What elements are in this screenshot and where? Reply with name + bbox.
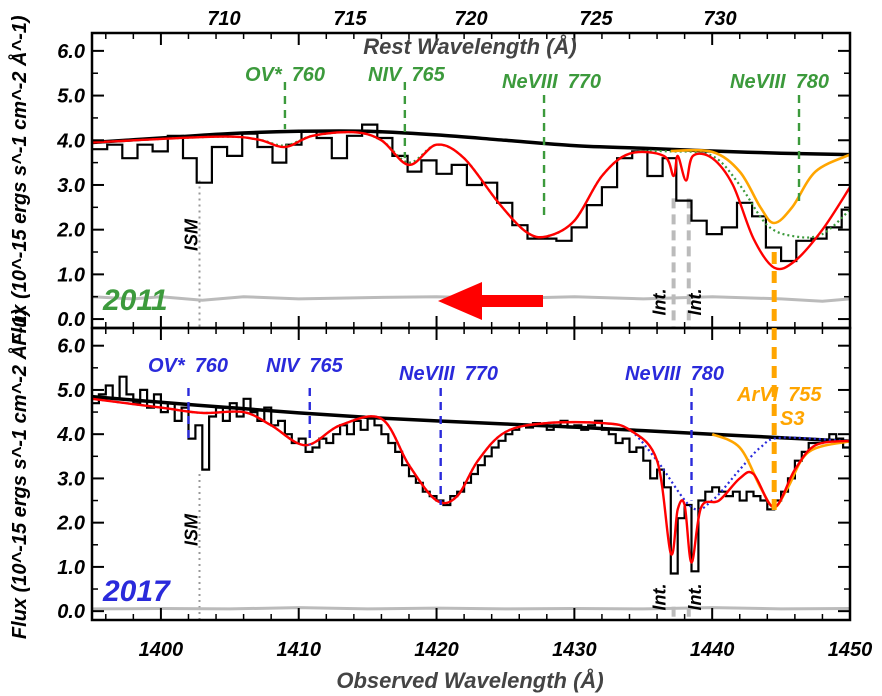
error-spectrum <box>92 606 850 611</box>
year-label: 2011 <box>102 284 168 317</box>
x-tick-label: 1430 <box>552 639 597 661</box>
x-tick-label: 1450 <box>828 639 873 661</box>
line-id-ion: NIV <box>368 64 403 86</box>
arvi-rest: 755 <box>788 384 822 406</box>
y-tick-label: 0.0 <box>57 309 85 331</box>
s3-label: S3 <box>780 408 804 430</box>
y-tick-label: 4.0 <box>56 424 85 446</box>
y-tick-label: 6.0 <box>57 41 85 63</box>
total-model <box>92 397 850 564</box>
rest-tick-label: 720 <box>454 8 487 30</box>
y-tick-label: 3.0 <box>57 175 85 197</box>
line-id-label: OV* 760 <box>245 64 325 86</box>
line-id-rest: 770 <box>568 71 601 93</box>
rest-tick-label: 730 <box>703 8 736 30</box>
neviii-model-dotted <box>92 397 850 511</box>
line-id-label: NIV 765 <box>368 64 446 86</box>
plot-area <box>92 375 850 620</box>
rest-tick-label: 725 <box>579 8 613 30</box>
rest-wavelength-axis-label: Rest Wavelength (Å) <box>363 34 577 59</box>
rest-wavelength-ticks: 710 715 720 725 730 <box>207 8 736 30</box>
y-axis-label: Flux (10^-15 ergs s^-1 cm^-2 Å^-1) <box>7 309 31 639</box>
intervening-label: Int. <box>685 289 705 316</box>
line-id-rest: 760 <box>292 64 325 86</box>
line-id-rest: 765 <box>411 64 445 86</box>
line-id-label: OV* 760 <box>148 355 228 377</box>
x-tick-label: 1410 <box>276 639 321 661</box>
arvi-ion: ArVI <box>736 384 779 406</box>
y-tick-label: 3.0 <box>57 468 85 490</box>
line-id-rest: 780 <box>796 71 829 93</box>
line-id-ion: NeVIII <box>399 363 455 385</box>
error-spectrum <box>92 295 850 303</box>
x-tick-label: 1400 <box>139 639 184 661</box>
rest-tick-label: 715 <box>333 8 367 30</box>
y-tick-label: 5.0 <box>57 380 85 402</box>
intervening-label: Int. <box>650 289 670 316</box>
observed-wavelength-ticks: 1400 1410 1420 1430 1440 1450 <box>139 639 873 661</box>
intervening-label: Int. <box>685 584 705 611</box>
arvi-model <box>670 148 850 225</box>
arvi-label: ArVI 755 <box>736 384 822 406</box>
y-tick-label: 6.0 <box>57 336 85 358</box>
line-id-rest: 780 <box>691 363 724 385</box>
line-id-label: NIV 765 <box>266 355 344 377</box>
panel-2017: OV* 760 NIV 765 NeVIII 770 NeVIII 780 ISM Int. Int… <box>7 309 852 639</box>
y-tick-label: 2.0 <box>56 220 85 242</box>
panel-2011: OV* 760 NIV 765 NeVIII 770 NeVIII 780 ISM Int. Int… <box>7 15 852 346</box>
x-tick-label: 1420 <box>414 639 459 661</box>
ism-label: ISM <box>181 218 201 251</box>
observed-wavelength-axis-label: Observed Wavelength (Å) <box>336 668 603 693</box>
line-id-ion: NeVIII <box>625 363 681 385</box>
ism-label: ISM <box>181 513 201 546</box>
panel-frame <box>90 326 852 622</box>
line-id-rest: 760 <box>195 355 228 377</box>
line-id-label: NeVIII 770 <box>399 363 498 385</box>
y-tick-label: 4.0 <box>56 130 85 152</box>
line-id-label: NeVIII 780 <box>730 71 829 93</box>
line-id-ion: OV* <box>148 355 186 377</box>
line-id-ion: OV* <box>245 64 283 86</box>
y-tick-label: 5.0 <box>57 86 85 108</box>
red-arrow-head <box>438 282 482 320</box>
plot-area <box>92 123 850 328</box>
y-tick-label: 2.0 <box>56 513 85 535</box>
y-tick-label: 1.0 <box>57 557 85 579</box>
line-id-rest: 770 <box>465 363 498 385</box>
y-tick-label: 1.0 <box>57 264 85 286</box>
y-tick-label: 0.0 <box>57 601 85 623</box>
total-model <box>92 130 850 271</box>
line-id-label: NeVIII 770 <box>502 71 601 93</box>
line-id-ion: NeVIII <box>730 71 786 93</box>
line-id-label: NeVIII 780 <box>625 363 724 385</box>
x-tick-label: 1440 <box>690 639 735 661</box>
observed-spectrum <box>92 123 850 263</box>
y-axis-label: Flux (10^-15 ergs s^-1 cm^-2 Å^-1) <box>7 15 31 345</box>
continuum-line <box>92 129 850 157</box>
rest-tick-label: 710 <box>207 8 240 30</box>
line-id-rest: 765 <box>309 355 343 377</box>
line-id-ion: NIV <box>266 355 301 377</box>
line-id-ion: NeVIII <box>502 71 558 93</box>
year-label: 2017 <box>102 575 171 608</box>
intervening-label: Int. <box>650 584 670 611</box>
